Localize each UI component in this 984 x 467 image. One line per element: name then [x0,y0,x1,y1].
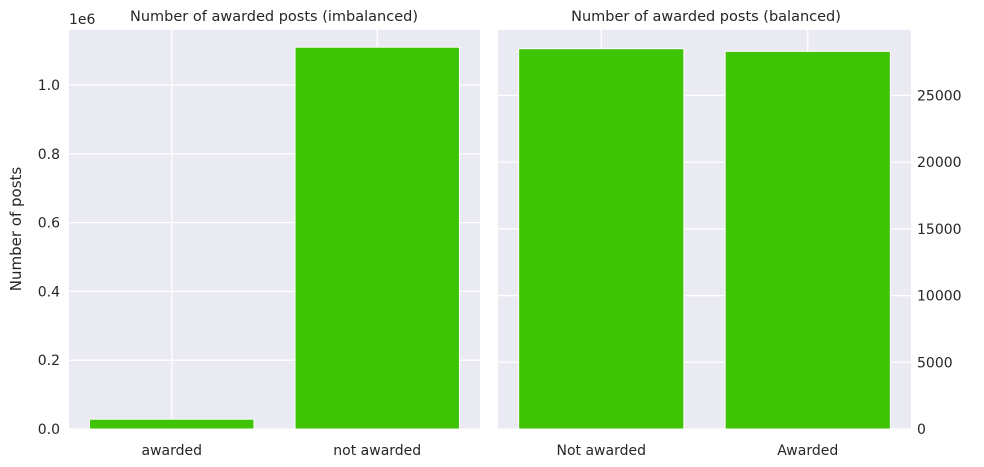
balanced-chart-panel: 0 5000 10000 15000 20000 25000 Not awarded Awa… [498,9,962,459]
x-tick-label: not awarded [333,443,421,459]
chart-title-imbalanced: Number of awarded posts (imbalanced) [130,9,418,25]
x-ticks-imbalanced: awarded not awarded [141,443,421,459]
y-tick-label: 25000 [917,88,962,104]
x-tick-label: Awarded [777,443,838,459]
chart-title-balanced: Number of awarded posts (balanced) [571,9,841,25]
y-tick-label: 0.6 [38,216,60,232]
y-tick-label: 20000 [917,155,962,171]
x-tick-label: Not awarded [557,443,646,459]
bar-awarded [724,50,891,430]
bar-not-awarded [518,48,685,430]
bar-awarded [89,418,255,430]
y-ticks-balanced: 0 5000 10000 15000 20000 25000 [917,88,962,438]
y-tick-label: 0.2 [38,353,60,369]
y-tick-label: 15000 [917,222,962,238]
y-tick-label: 10000 [917,289,962,305]
bars-imbalanced [89,46,460,430]
y-tick-label: 0 [917,422,926,438]
y-tick-label: 0.4 [38,284,60,300]
y-tick-label: 5000 [917,355,953,371]
imbalanced-chart-panel: 0.0 0.2 0.4 0.6 0.8 1.0 awarded not awarded Nu… [7,9,480,459]
y-tick-label: 1.0 [38,78,60,94]
x-ticks-balanced: Not awarded Awarded [557,443,839,459]
bar-not-awarded [294,46,460,430]
x-tick-label: awarded [141,443,202,459]
y-axis-label: Number of posts [7,167,25,292]
y-offset-label: 1e6 [69,12,96,28]
y-ticks-imbalanced: 0.0 0.2 0.4 0.6 0.8 1.0 [38,78,60,438]
y-tick-label: 0.0 [38,422,60,438]
y-tick-label: 0.8 [38,147,60,163]
bars-balanced [518,48,891,430]
